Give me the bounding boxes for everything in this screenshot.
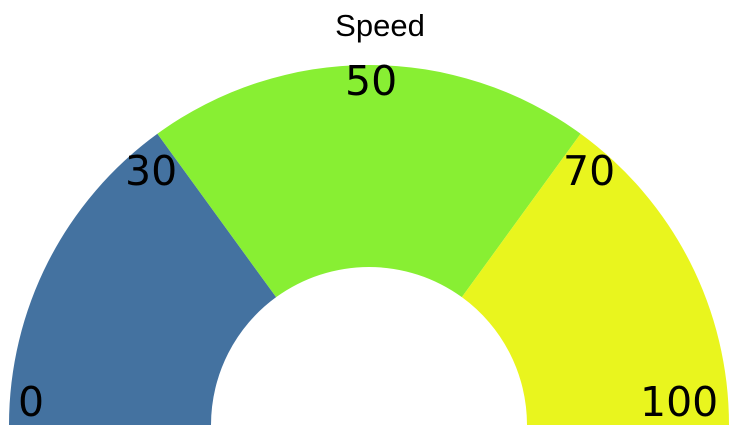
gauge-band-mid [157, 64, 581, 298]
gauge-bands [9, 64, 729, 425]
gauge-tick-labels: 0 30 50 70 100 [18, 57, 718, 425]
tick-label-30: 30 [125, 147, 177, 195]
chart-title: Speed [335, 8, 425, 43]
tick-label-70: 70 [563, 147, 615, 195]
tick-label-0: 0 [18, 378, 44, 425]
gauge-band-high [461, 133, 729, 425]
gauge-band-low [9, 133, 277, 425]
tick-label-100: 100 [640, 378, 718, 425]
tick-label-50: 50 [345, 57, 397, 105]
